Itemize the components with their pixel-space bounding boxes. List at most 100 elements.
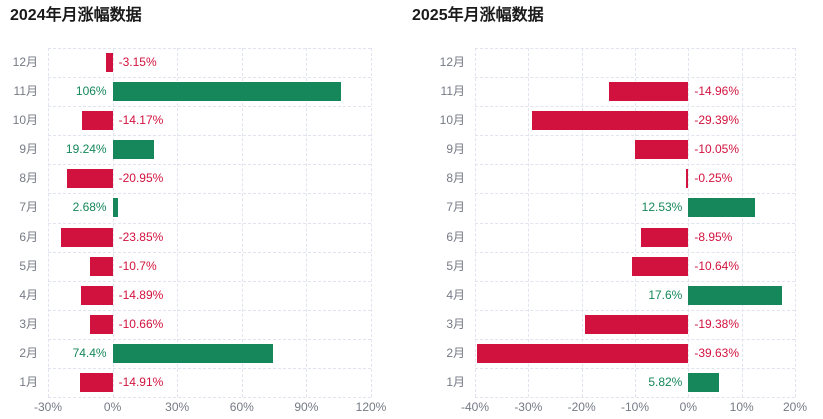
gridline-horizontal [48,338,371,340]
gridline-horizontal [475,77,795,79]
bar-10月[interactable] [82,111,113,131]
bar-9月[interactable] [634,140,689,160]
axis-tick-label: 0% [103,400,122,414]
month-label-4月: 4月 [446,287,465,302]
bar-7月[interactable] [112,198,119,218]
bar-value-label: -14.89% [118,287,164,302]
gridline-horizontal [475,309,795,311]
bar-9月[interactable] [112,140,155,160]
axis-tick-label: 30% [165,400,190,414]
bar-4月[interactable] [688,285,783,305]
month-label-9月: 9月 [446,142,465,157]
month-label-11月: 11月 [440,84,465,99]
axis-tick-label: -30% [33,400,62,414]
bar-8月[interactable] [67,169,113,189]
month-label-4月: 4月 [19,287,38,302]
month-label-6月: 6月 [446,229,465,244]
gridline-horizontal [48,309,371,311]
bar-value-label: 5.82% [648,374,683,389]
bar-11月[interactable] [608,82,689,102]
bar-4月[interactable] [80,285,113,305]
gridline-horizontal [48,222,371,224]
bar-value-label: -10.05% [694,142,740,157]
chart-plot-2025: -14.96% -29.39% -10.05% -0.25% 12.53% -8.95% -… [475,48,796,398]
bar-1月[interactable] [688,372,720,392]
month-label-7月: 7月 [446,200,465,215]
bar-value-label: -19.38% [694,316,740,331]
bar-11月[interactable] [112,82,341,102]
bar-value-label: -23.85% [118,229,164,244]
chart-title-2025: 2025年月涨幅数据 [412,7,544,24]
axis-tick-label: -10% [620,400,649,414]
month-label-10月: 10月 [12,113,38,128]
bar-value-label: 12.53% [641,200,683,215]
gridline-horizontal [475,222,795,224]
axis-tick-label: 0% [679,400,697,414]
bar-value-label: -14.17% [118,113,164,128]
gridline-vertical [371,48,372,397]
month-label-8月: 8月 [446,171,465,186]
gridline-horizontal [48,106,371,108]
month-label-10月: 10月 [439,113,465,128]
gridline-horizontal [475,106,795,108]
month-label-1月: 1月 [446,374,465,389]
gridline-horizontal [48,280,371,282]
gridline-horizontal [48,251,371,253]
bar-value-label: -0.25% [694,171,733,186]
bar-value-label: -14.91% [118,374,164,389]
bar-value-label: -39.63% [694,345,740,360]
bar-value-label: -3.15% [118,55,157,70]
gridline-vertical [795,48,796,397]
bar-7月[interactable] [688,198,756,218]
bar-3月[interactable] [584,314,689,334]
gridline-horizontal [48,77,371,79]
gridline-horizontal [475,135,795,137]
bar-3月[interactable] [89,314,113,334]
gridline-horizontal [48,397,371,398]
axis-tick-label: -20% [567,400,596,414]
axis-tick-label: 90% [294,400,319,414]
axis-tick-label: 10% [729,400,754,414]
bar-12月[interactable] [105,53,113,73]
month-label-3月: 3月 [19,316,38,331]
gridline-horizontal [475,48,795,49]
bar-value-label: 74.4% [72,345,107,360]
bar-value-label: -10.7% [118,258,157,273]
bar-6月[interactable] [640,227,689,247]
bar-value-label: -20.95% [118,171,164,186]
bar-2月[interactable] [112,343,273,363]
bar-8月[interactable] [686,169,689,189]
bar-5月[interactable] [631,256,689,276]
gridline-horizontal [48,193,371,195]
bar-6月[interactable] [61,227,113,247]
bar-value-label: 106% [75,84,107,99]
gridline-horizontal [48,48,371,49]
axis-tick-label: -30% [514,400,543,414]
axis-tick-label: 60% [229,400,254,414]
bar-value-label: -14.96% [694,84,740,99]
bar-5月[interactable] [89,256,113,276]
bar-value-label: -29.39% [694,113,740,128]
gridline-horizontal [48,135,371,137]
month-label-2月: 2月 [446,345,465,360]
bar-value-label: -8.95% [694,229,733,244]
axis-tick-label: -40% [460,400,489,414]
bar-1月[interactable] [80,372,113,392]
month-label-1月: 1月 [19,374,38,389]
month-label-5月: 5月 [446,258,465,273]
gridline-horizontal [475,164,795,166]
gridline-horizontal [48,367,371,369]
bar-2月[interactable] [476,343,689,363]
month-label-7月: 7月 [19,200,38,215]
gridline-horizontal [475,367,795,369]
bar-value-label: 19.24% [65,142,107,157]
bar-10月[interactable] [531,111,689,131]
month-label-8月: 8月 [19,171,38,186]
month-label-11月: 11月 [13,84,38,99]
gridline-horizontal [475,280,795,282]
bar-value-label: 2.68% [72,200,107,215]
bar-value-label: -10.64% [694,258,740,273]
gridline-horizontal [475,193,795,195]
month-label-12月: 12月 [439,55,465,69]
